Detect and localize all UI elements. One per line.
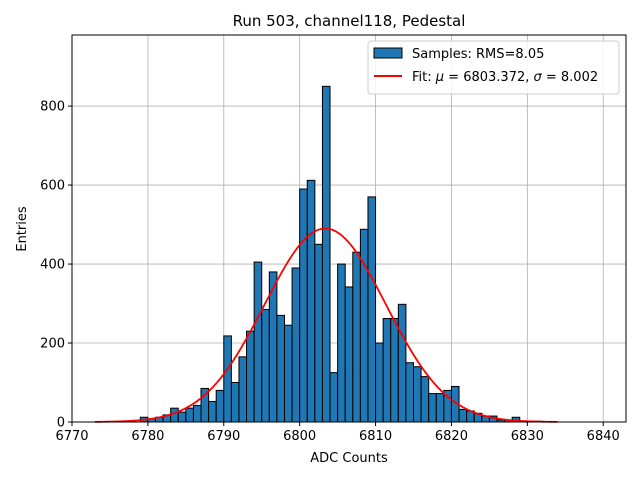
histogram-bar — [230, 382, 240, 423]
fit-curve-group — [94, 227, 558, 423]
legend-histogram-swatch — [373, 47, 403, 59]
legend: Samples: RMS=8.05 Fit: μ = 6803.372, σ =… — [367, 40, 620, 95]
histogram-bar — [215, 389, 225, 423]
y-tick-label: 600 — [40, 179, 65, 194]
histogram-bar — [314, 243, 323, 423]
x-axis-ticks: 6770 6780 6790 6800 6810 6820 6830 6840 — [55, 422, 620, 444]
plot-frame — [71, 34, 627, 423]
histogram-bar — [367, 196, 377, 423]
histogram-bar — [170, 407, 179, 423]
x-tick-label: 6830 — [511, 429, 544, 444]
histogram-bar — [329, 372, 339, 423]
histogram-bar — [405, 362, 415, 423]
x-tick-label: 6790 — [207, 429, 240, 444]
histogram-bar — [246, 330, 255, 423]
chart-title: Run 503, channel118, Pedestal — [233, 12, 466, 30]
fit-curve — [94, 227, 558, 423]
histogram-bar — [344, 286, 354, 423]
histogram-bar — [382, 318, 392, 423]
histogram-bar — [261, 308, 270, 423]
histogram-bar — [208, 400, 217, 423]
x-tick-label: 6780 — [131, 429, 164, 444]
y-axis-label: Entries — [15, 206, 30, 252]
histogram-bar — [291, 267, 301, 423]
legend-box — [367, 40, 620, 95]
histogram-bar — [435, 393, 445, 423]
histogram-bar — [321, 85, 331, 423]
legend-histogram-label: Samples: RMS=8.05 — [412, 47, 544, 62]
y-tick-label: 400 — [40, 258, 65, 273]
x-tick-label: 6810 — [359, 429, 392, 444]
histogram-bar — [458, 408, 468, 423]
x-tick-label: 6800 — [283, 429, 316, 444]
histogram-bar — [352, 251, 361, 423]
histogram-bar — [359, 228, 369, 423]
histogram-bar — [276, 314, 285, 423]
legend-fit-label: Fit: μ = 6803.372, σ = 8.002 — [412, 70, 598, 85]
histogram-bar — [299, 188, 308, 423]
x-axis-label: ADC Counts — [310, 451, 388, 466]
y-tick-label: 0 — [57, 416, 65, 431]
histogram-bar — [413, 366, 422, 423]
histogram-bar — [337, 263, 346, 423]
histogram-bar — [223, 335, 232, 423]
histogram-bar — [283, 324, 293, 423]
histogram-bar — [306, 179, 316, 423]
y-tick-label: 800 — [40, 100, 65, 115]
histogram-bar — [390, 318, 399, 423]
histogram-bars — [139, 85, 544, 423]
x-tick-label: 6820 — [435, 429, 468, 444]
histogram-bar — [375, 342, 384, 423]
x-tick-label: 6840 — [587, 429, 620, 444]
histogram-bar — [428, 393, 437, 423]
histogram-bar — [185, 407, 194, 423]
histogram-bar — [177, 411, 187, 423]
histogram-bar — [397, 303, 407, 423]
histogram-bar — [192, 404, 202, 423]
histogram-bar — [420, 376, 430, 423]
histogram-bar — [238, 356, 248, 423]
y-axis-ticks: 0 200 400 600 800 — [40, 100, 72, 431]
x-tick-label: 6770 — [55, 429, 88, 444]
histogram-bar — [253, 261, 263, 423]
y-tick-label: 200 — [40, 337, 65, 352]
